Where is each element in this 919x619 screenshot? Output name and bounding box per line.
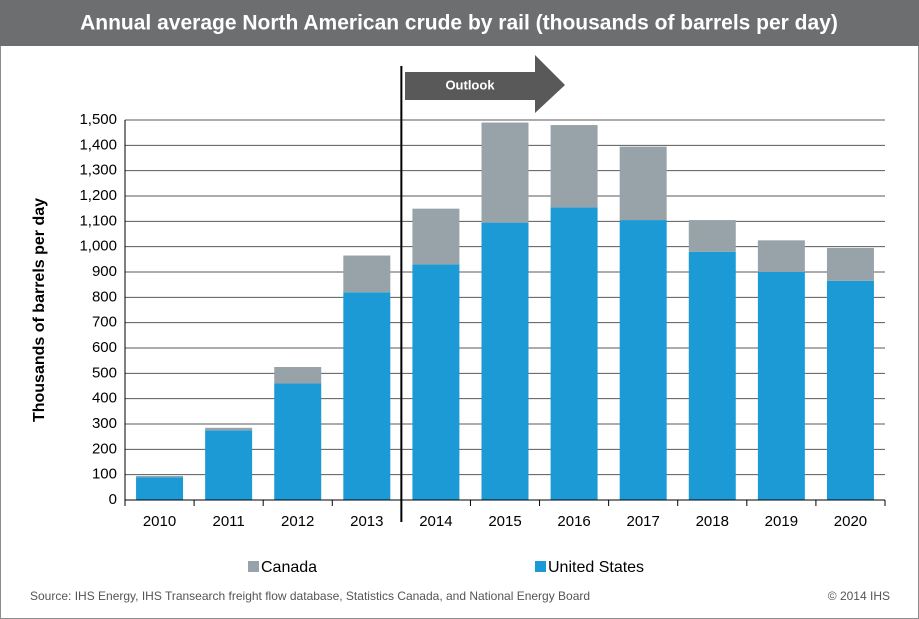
x-tick-label: 2014: [419, 513, 452, 530]
legend-label: United States: [548, 559, 644, 576]
bar-segment: [619, 220, 667, 501]
y-tick-label: 800: [92, 288, 117, 305]
bar-segment: [412, 264, 460, 500]
bar-segment: [205, 430, 253, 500]
legend-swatch: [535, 561, 546, 572]
y-tick-label: 1,000: [79, 238, 117, 255]
x-tick-label: 2016: [557, 513, 590, 530]
y-tick-label: 100: [92, 466, 117, 483]
bar-segment: [826, 280, 874, 500]
bar-segment: [688, 251, 736, 500]
legend-label: Canada: [261, 559, 317, 576]
x-tick-label: 2011: [213, 513, 245, 530]
title-bar: [0, 0, 919, 46]
y-tick-label: 1,400: [79, 136, 117, 153]
y-tick-label: 900: [92, 263, 117, 280]
y-axis-label: Thousands of barrels per day: [31, 198, 48, 422]
annotation: Outlook: [445, 77, 495, 92]
bar-segment: [343, 255, 391, 293]
bar-segment: [136, 475, 184, 478]
y-tick-label: 400: [92, 390, 117, 407]
y-tick-label: 700: [92, 314, 117, 331]
bar-segment: [550, 207, 598, 500]
bar-segment: [757, 240, 805, 272]
x-tick-label: 2010: [143, 513, 176, 530]
legend-swatch: [248, 561, 259, 572]
x-tick-label: 2012: [281, 513, 314, 530]
bar-segment: [757, 272, 805, 500]
x-tick-label: 2013: [350, 513, 383, 530]
bar-segment: [343, 292, 391, 500]
x-tick-label: 2020: [834, 513, 867, 530]
y-tick-label: 200: [92, 440, 117, 457]
bar-segment: [481, 222, 529, 500]
source: Source: IHS Energy, IHS Transearch freig…: [30, 589, 590, 603]
y-tick-label: 0: [109, 491, 117, 508]
outlook-arrow: [405, 55, 565, 113]
bar-segment: [481, 122, 529, 223]
x-tick-label: 2017: [626, 513, 659, 530]
y-tick-label: 1,500: [79, 111, 117, 128]
bar-segment: [688, 220, 736, 252]
x-tick-label: 2015: [488, 513, 521, 530]
bar-segment: [826, 247, 874, 281]
chart-title: Annual average North American crude by r…: [80, 12, 838, 35]
y-tick-label: 1,200: [79, 187, 117, 204]
bar-segment: [136, 477, 184, 500]
bar-segment: [274, 383, 322, 500]
y-tick-label: 300: [92, 415, 117, 432]
x-tick-label: 2018: [696, 513, 729, 530]
y-tick-label: 1,300: [79, 162, 117, 179]
y-tick-label: 600: [92, 339, 117, 356]
bar-segment: [274, 367, 322, 384]
y-tick-label: 1,100: [79, 212, 117, 229]
y-tick-label: 500: [92, 364, 117, 381]
bar-segment: [412, 208, 460, 265]
bar-segment: [619, 146, 667, 221]
bar-segment: [205, 427, 253, 431]
bar-segment: [550, 125, 598, 208]
copyright: © 2014 IHS: [828, 589, 890, 603]
x-tick-label: 2019: [765, 513, 798, 530]
